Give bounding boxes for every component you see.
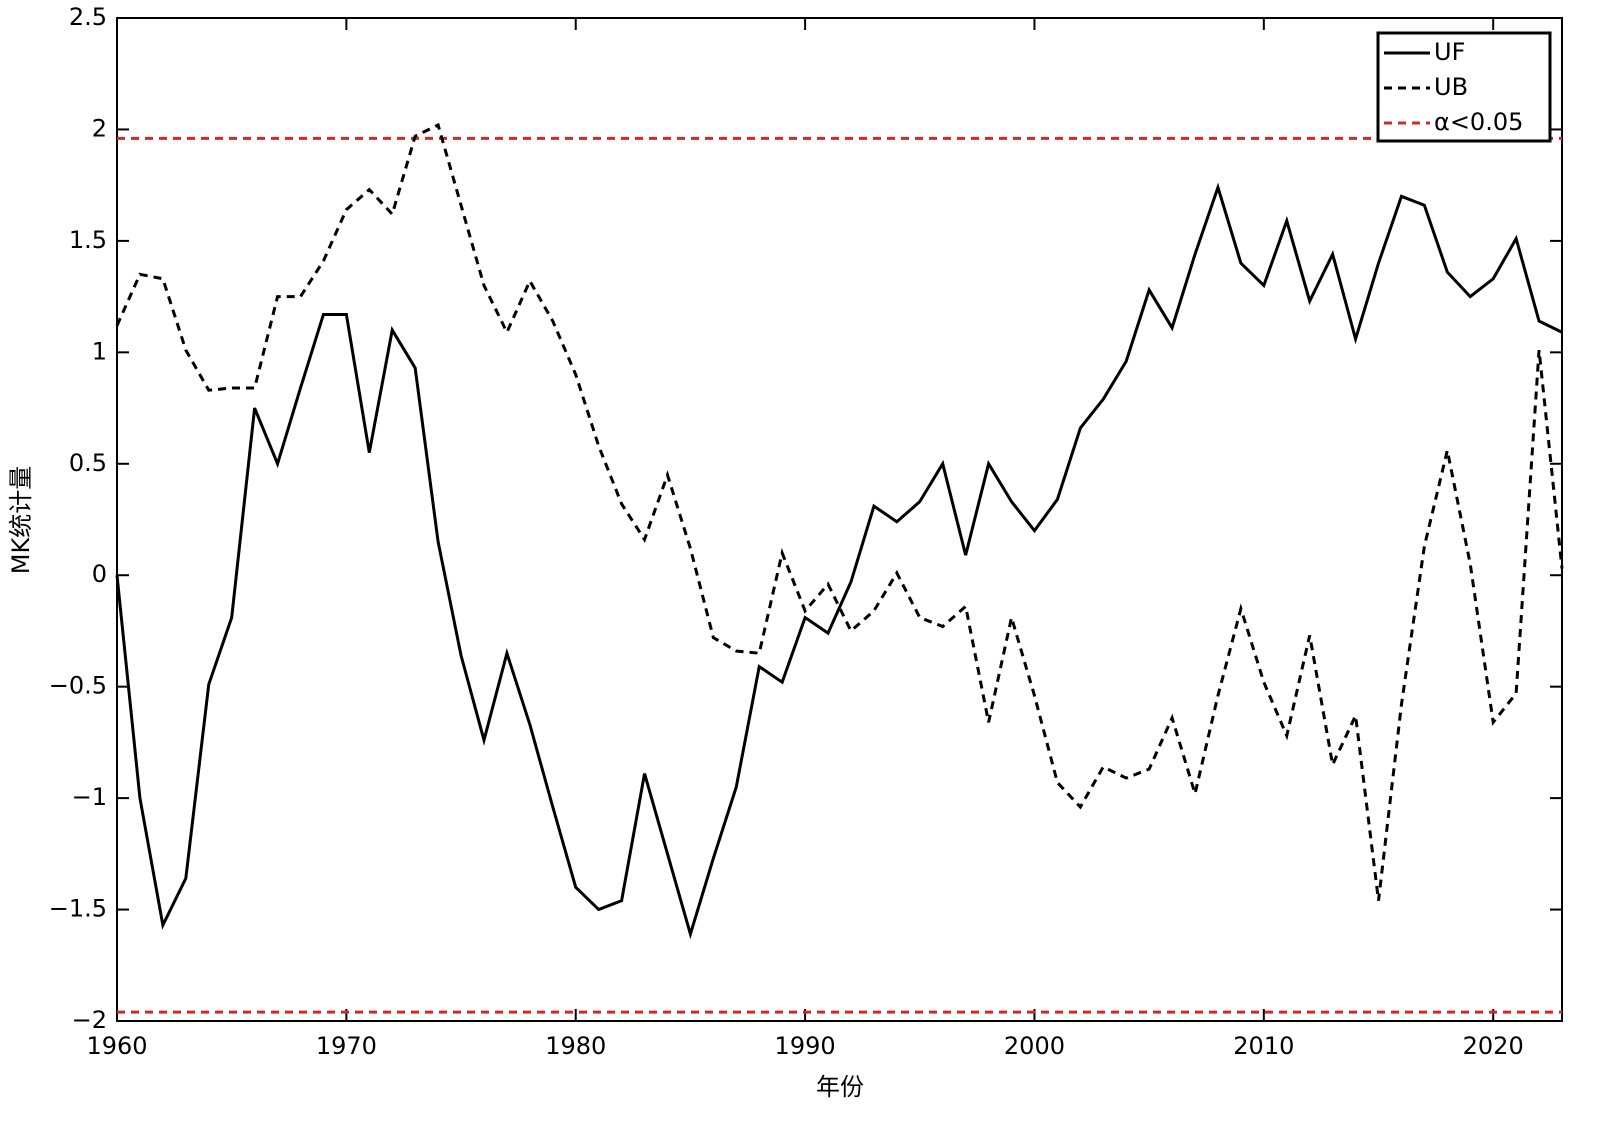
y-tick-label: 0 [92, 560, 107, 588]
y-tick-label: −1 [72, 783, 107, 811]
x-tick-label: 1980 [545, 1032, 606, 1060]
legend-box [1376, 31, 1552, 143]
x-tick-label: 2010 [1233, 1032, 1294, 1060]
x-tick-label: 2020 [1463, 1032, 1524, 1060]
y-tick-label: 1 [92, 337, 107, 365]
x-tick-label: 1990 [775, 1032, 836, 1060]
legend-label: UF [1434, 38, 1465, 66]
data-line [115, 122, 1564, 901]
x-axis-label: 年份 [816, 1073, 864, 1101]
legend-label: UB [1434, 73, 1468, 101]
y-tick-label: −2 [72, 1006, 107, 1034]
y-tick-label: 2.5 [69, 3, 107, 31]
data-line [115, 182, 1563, 940]
x-tick-label: 2000 [1004, 1032, 1065, 1060]
y-tick-label: 2 [92, 114, 107, 142]
x-tick-label: 1960 [86, 1032, 147, 1060]
y-tick-label: 1.5 [69, 226, 107, 254]
y-tick-label: −1.5 [49, 895, 107, 923]
x-tick-label: 1970 [316, 1032, 377, 1060]
y-tick-label: −0.5 [49, 672, 107, 700]
y-axis-label: MK统计量 [7, 466, 35, 574]
legend-label: α<0.05 [1434, 108, 1523, 136]
y-tick-label: 0.5 [69, 449, 107, 477]
plot-frame [116, 17, 1563, 1022]
